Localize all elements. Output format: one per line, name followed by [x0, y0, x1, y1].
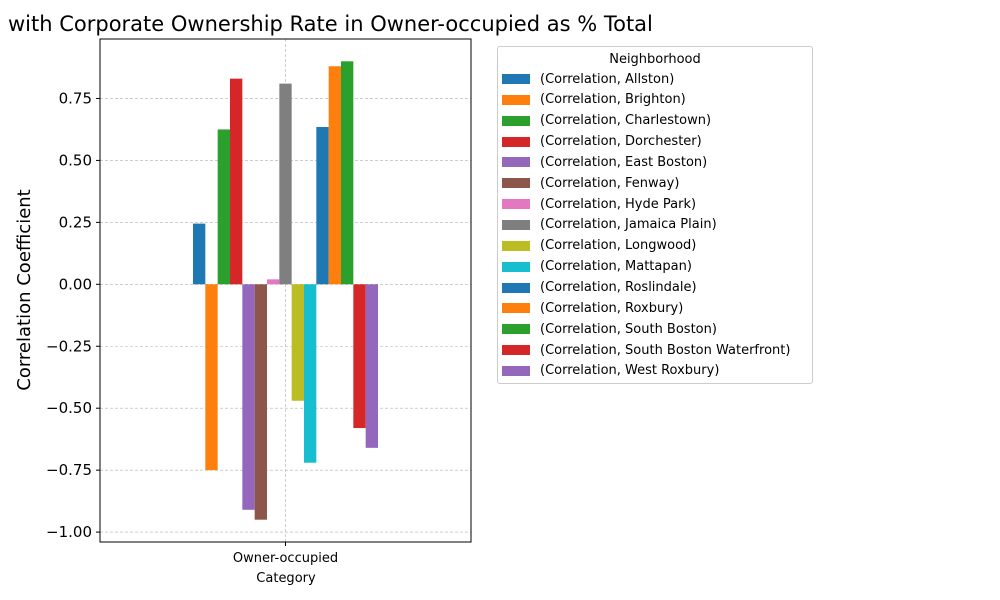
legend-label: (Correlation, Hyde Park): [540, 196, 697, 212]
legend-swatch: [502, 157, 530, 168]
bar: [365, 284, 378, 448]
legend-swatch: [502, 115, 530, 126]
y-axis-label: Correlation Coefficient: [14, 189, 35, 390]
y-tick-label: −0.75: [46, 461, 92, 479]
legend-item: (Correlation, Brighton): [502, 90, 686, 110]
y-tick-label: 0.00: [59, 275, 92, 293]
legend-item: (Correlation, South Boston): [502, 319, 717, 339]
legend-label: (Correlation, Brighton): [540, 92, 686, 108]
legend-title: Neighborhood: [609, 52, 701, 67]
x-axis-label: Category: [256, 571, 316, 586]
legend-swatch: [502, 303, 530, 314]
legend: Neighborhood (Correlation, Allston) (Corr…: [497, 46, 813, 384]
y-tick-label: −0.25: [46, 337, 92, 355]
y-tick-label: 0.50: [59, 151, 92, 169]
bar: [267, 279, 280, 285]
legend-item: (Correlation, Allston): [502, 69, 674, 89]
bar: [353, 284, 366, 429]
x-axis-ticks: Owner-occupied: [233, 542, 338, 566]
legend-label: (Correlation, Allston): [540, 71, 675, 87]
legend-swatch: [502, 136, 530, 147]
legend-swatch: [502, 345, 530, 356]
legend-label: (Correlation, Fenway): [540, 175, 680, 191]
bar: [254, 284, 267, 520]
y-tick-label: −1.00: [46, 523, 92, 541]
y-axis-ticks: −1.00 −0.75 −0.50 −0.25 0.00 0.25 0.50 0.75: [46, 89, 100, 541]
legend-swatch: [502, 240, 530, 251]
bar: [328, 66, 341, 285]
bar: [304, 284, 317, 463]
legend-swatch: [502, 94, 530, 105]
bar: [341, 61, 354, 285]
legend-item: (Correlation, Longwood): [502, 236, 696, 256]
legend-label: (Correlation, Roxbury): [540, 300, 684, 316]
legend-label: (Correlation, Dorchester): [540, 134, 702, 150]
legend-item: (Correlation, West Roxbury): [502, 361, 719, 381]
legend-label: (Correlation, East Boston): [540, 154, 708, 170]
bar: [193, 223, 206, 285]
legend-item: (Correlation, Charlestown): [502, 111, 711, 131]
chart-title: with Corporate Ownership Rate in Owner-o…: [8, 12, 653, 36]
x-tick-label: Owner-occupied: [233, 551, 338, 566]
legend-label: (Correlation, West Roxbury): [540, 363, 720, 379]
legend-item: (Correlation, Roslindale): [502, 278, 697, 298]
legend-swatch: [502, 74, 530, 84]
bar: [217, 129, 230, 285]
legend-swatch: [502, 365, 530, 376]
y-tick-label: −0.50: [46, 399, 92, 417]
legend-swatch: [502, 282, 530, 293]
legend-swatch: [502, 261, 530, 272]
legend-label: (Correlation, South Boston): [540, 321, 717, 337]
legend-item: (Correlation, Hyde Park): [502, 194, 696, 214]
legend-label: (Correlation, Mattapan): [540, 259, 692, 275]
bar: [291, 284, 304, 401]
legend-item: (Correlation, Mattapan): [502, 257, 692, 277]
legend-item: (Correlation, South Boston Waterfront): [502, 340, 790, 360]
legend-item: (Correlation, East Boston): [502, 152, 707, 172]
legend-item: (Correlation, Dorchester): [502, 132, 702, 152]
legend-item: (Correlation, Jamaica Plain): [502, 215, 717, 235]
legend-label: (Correlation, Longwood): [540, 238, 697, 254]
bar: [205, 284, 218, 471]
y-tick-label: 0.25: [59, 213, 92, 231]
bars: [193, 61, 378, 520]
bar: [316, 126, 329, 285]
bar: [242, 284, 255, 510]
legend-item: (Correlation, Fenway): [502, 173, 679, 193]
legend-label: (Correlation, Roslindale): [540, 280, 697, 295]
y-tick-label: 0.75: [59, 89, 92, 107]
bar: [230, 78, 243, 285]
bar: [279, 83, 292, 285]
legend-swatch: [502, 219, 530, 230]
legend-item: (Correlation, Roxbury): [502, 298, 683, 318]
legend-swatch: [502, 324, 530, 335]
legend-swatch: [502, 178, 530, 189]
legend-label: (Correlation, Jamaica Plain): [540, 217, 717, 233]
legend-label: (Correlation, Charlestown): [540, 113, 712, 129]
legend-swatch: [502, 199, 530, 210]
legend-label: (Correlation, South Boston Waterfront): [540, 342, 791, 358]
